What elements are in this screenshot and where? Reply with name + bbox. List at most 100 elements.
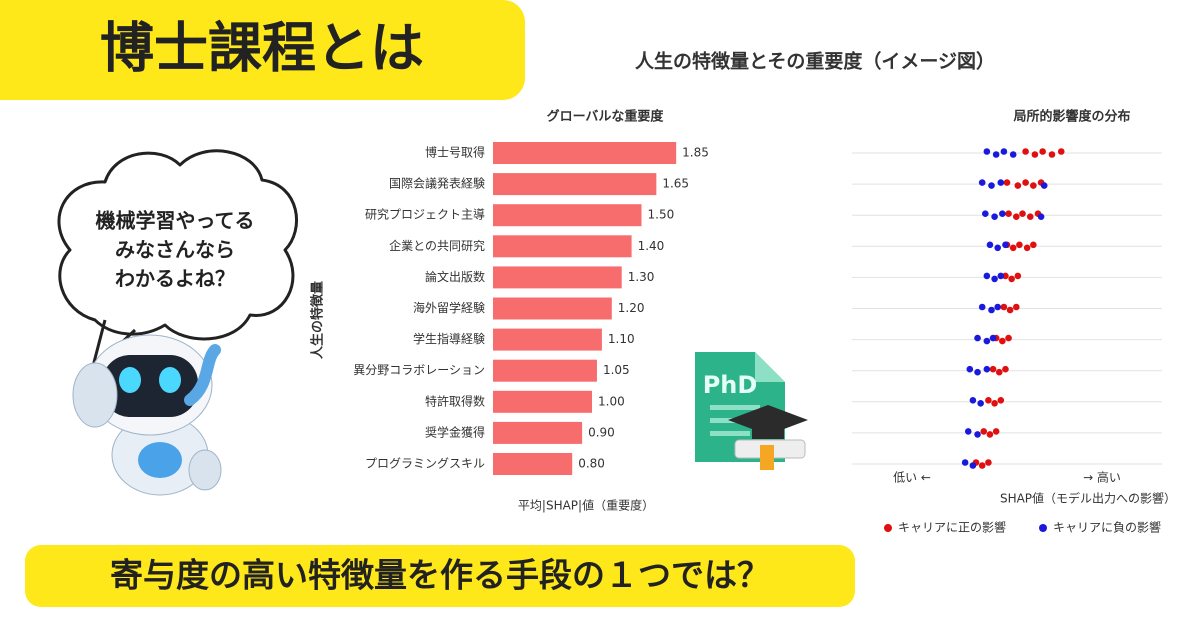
bar: [493, 421, 583, 444]
dot: [995, 368, 1003, 376]
legend-marker: [1039, 524, 1047, 532]
dot: [986, 241, 994, 249]
dot: [1013, 213, 1020, 220]
dot: [1022, 179, 1029, 186]
y-axis-label: 人生の特徴量: [310, 281, 326, 359]
dot: [991, 213, 998, 220]
dot: [999, 210, 1006, 217]
dot: [1013, 303, 1020, 311]
value-label: 1.40: [638, 239, 665, 253]
y-tick-label: 特許取得数: [425, 393, 485, 408]
dot: [985, 397, 992, 404]
y-tick-label: プログラミングスキル: [365, 457, 485, 471]
bar: [493, 235, 632, 258]
bar: [493, 297, 612, 320]
y-tick-label: 海外留学経験: [413, 300, 485, 315]
low-label: 低い ←: [893, 471, 931, 485]
value-label: 0.80: [578, 457, 605, 471]
bar: [493, 204, 642, 227]
dot: [1006, 306, 1014, 314]
high-label: → 高い: [1083, 470, 1121, 485]
footer-text: 寄与度の高い特徴量を作る手段の１つでは？: [110, 556, 770, 595]
dot: [1005, 334, 1012, 342]
dot: [980, 428, 988, 435]
dot: [961, 459, 969, 466]
dot: [964, 428, 972, 435]
y-tick-label: 博士号取得: [425, 145, 485, 160]
dot: [992, 428, 1000, 435]
value-label: 1.05: [603, 363, 630, 377]
value-label: 1.10: [608, 332, 635, 346]
dot: [1037, 213, 1045, 220]
dot: [1002, 241, 1009, 249]
dot: [1014, 272, 1022, 280]
robot-illustration: [72, 334, 222, 496]
bar: [493, 359, 597, 382]
bar: [493, 390, 592, 413]
dot: [1014, 182, 1022, 189]
dot: [994, 244, 1001, 252]
slide-title: 博士課程とは: [100, 17, 424, 80]
dot: [969, 397, 977, 404]
y-tick-label: 異分野コラボレーション: [353, 363, 485, 377]
dot: [997, 397, 1005, 404]
dot: [1057, 148, 1065, 155]
dot: [991, 400, 998, 407]
bubble-line: 機械学習やってる: [96, 209, 255, 233]
dot: [969, 462, 977, 469]
strip-chart-title: 局所的影響度の分布: [1013, 109, 1130, 125]
dot: [1000, 303, 1008, 311]
bar: [493, 142, 677, 164]
value-label: 1.50: [648, 208, 675, 222]
dot: [991, 275, 998, 283]
dot: [999, 337, 1006, 345]
y-tick-label: 学生指導経験: [413, 331, 485, 346]
dot: [1019, 210, 1026, 217]
dot: [974, 368, 981, 376]
dot: [1009, 151, 1017, 158]
dot: [974, 334, 981, 342]
bar-chart-title: グローバルな重要度: [547, 109, 665, 125]
value-label: 1.00: [598, 394, 625, 408]
value-label: 0.90: [588, 425, 615, 439]
title-box: [0, 0, 525, 100]
dot: [982, 210, 989, 217]
dot: [974, 431, 981, 438]
dot: [978, 462, 986, 469]
y-tick-label: 国際会議発表経験: [389, 176, 485, 191]
dot: [1023, 244, 1031, 252]
dot: [1039, 148, 1046, 155]
bar: [493, 453, 573, 475]
dot: [985, 459, 992, 466]
bubble-line: わかるよね？: [115, 267, 235, 291]
dot: [983, 148, 991, 155]
value-label: 1.30: [628, 270, 655, 284]
dot: [1031, 151, 1039, 158]
dot: [997, 272, 1005, 280]
dot: [983, 365, 991, 373]
dot: [1048, 151, 1056, 158]
legend-label: キャリアに正の影響: [898, 520, 1006, 535]
dot: [983, 272, 991, 280]
bar: [493, 328, 602, 351]
dot: [997, 179, 1005, 186]
dot: [1008, 275, 1015, 283]
dot: [989, 365, 997, 373]
dot: [988, 306, 995, 314]
dot: [1030, 241, 1037, 249]
dot: [986, 431, 994, 438]
dot: [988, 182, 995, 189]
y-tick-label: 論文出版数: [425, 269, 485, 284]
dot: [1040, 182, 1048, 189]
figure-title: 人生の特徴量とその重要度（イメージ図）: [635, 50, 995, 73]
legend-label: キャリアに負の影響: [1053, 520, 1161, 535]
dot: [992, 151, 1000, 158]
x-axis-label: SHAP値（モデル出力への影響）: [1000, 491, 1176, 506]
dot: [966, 365, 974, 373]
dot: [1022, 148, 1029, 155]
dot: [978, 179, 986, 186]
dot: [1002, 272, 1009, 280]
dot: [1016, 241, 1023, 249]
